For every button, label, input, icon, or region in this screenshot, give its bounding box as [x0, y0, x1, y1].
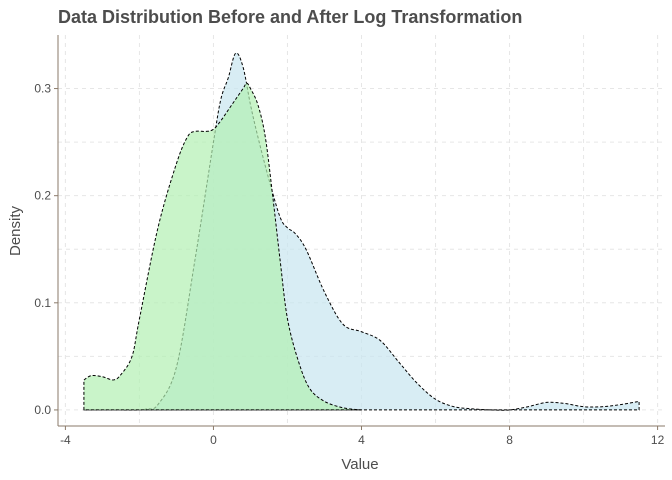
y-axis-label: Density — [7, 205, 24, 256]
chart-title: Data Distribution Before and After Log T… — [58, 7, 522, 27]
density-outline-1 — [83, 52, 640, 411]
x-tick-label: -4 — [60, 433, 71, 447]
x-axis-label: Value — [341, 456, 378, 473]
x-tick-label: 8 — [506, 433, 513, 447]
density-outline-2 — [83, 82, 362, 411]
axes — [54, 35, 665, 430]
x-tick-labels: -4 0 4 8 12 — [60, 433, 665, 447]
y-tick-label: 0.3 — [34, 82, 51, 96]
y-tick-label: 0.2 — [34, 189, 51, 203]
x-tick-label: 0 — [210, 433, 217, 447]
y-tick-label: 0.0 — [34, 403, 51, 417]
x-tick-label: 4 — [358, 433, 365, 447]
density-areas — [83, 52, 640, 411]
y-tick-labels: 0.0 0.1 0.2 0.3 — [34, 82, 51, 417]
density-area-2 — [83, 83, 362, 410]
x-tick-label: 12 — [651, 433, 665, 447]
y-tick-label: 0.1 — [34, 296, 51, 310]
